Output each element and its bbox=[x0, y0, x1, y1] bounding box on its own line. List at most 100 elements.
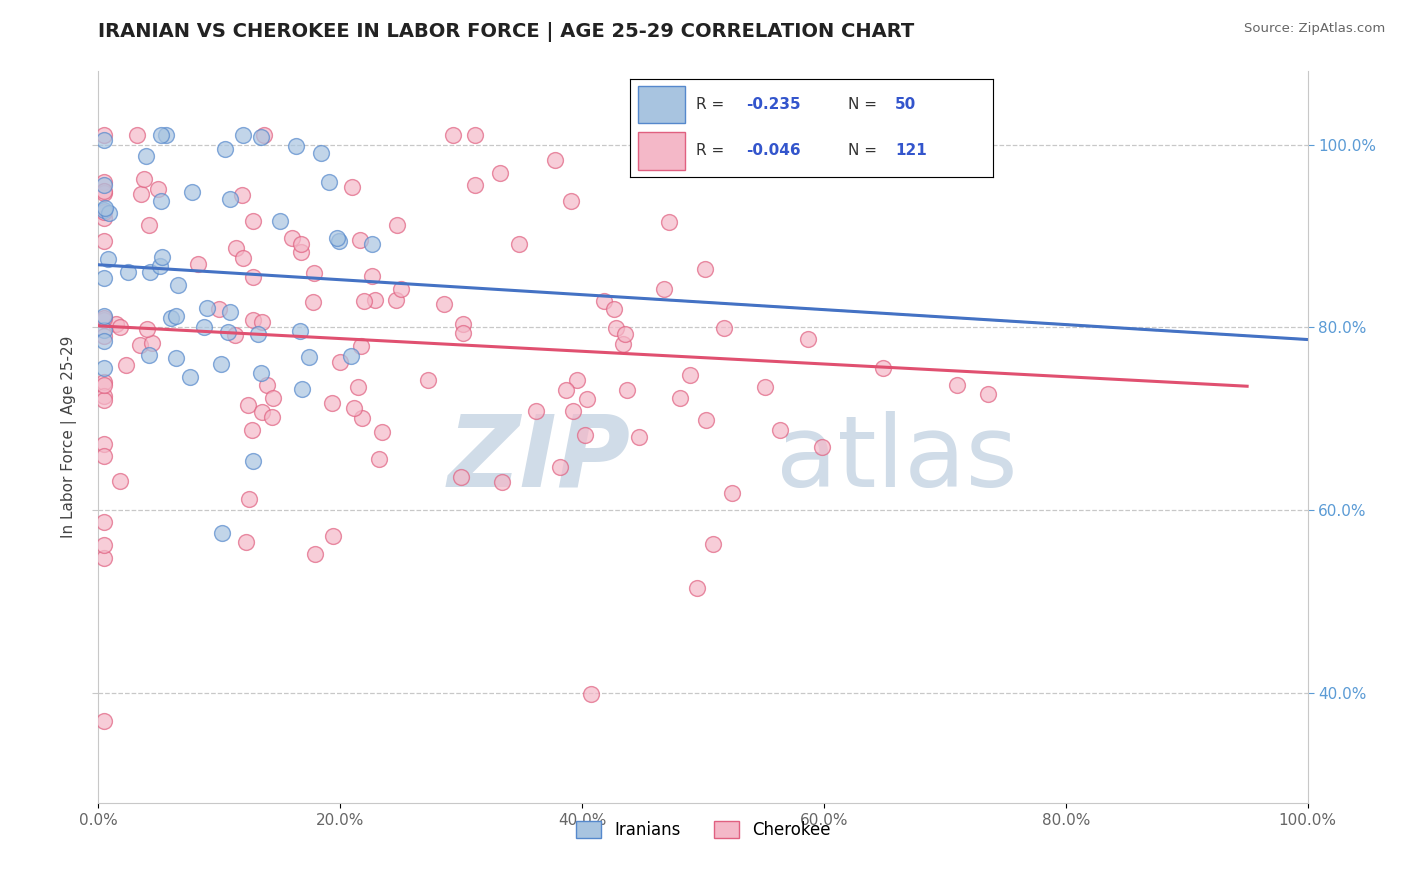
Point bbox=[165, 309, 187, 323]
Point bbox=[135, 148, 157, 162]
Point bbox=[280, 231, 302, 245]
Point bbox=[93, 310, 115, 325]
Point bbox=[135, 322, 157, 336]
Point bbox=[235, 535, 257, 549]
Point bbox=[108, 320, 131, 334]
Point bbox=[350, 339, 373, 353]
Point bbox=[129, 187, 152, 202]
Point bbox=[232, 128, 254, 143]
Point bbox=[159, 310, 181, 325]
Point bbox=[93, 184, 115, 198]
Point bbox=[565, 373, 588, 387]
Point bbox=[225, 241, 247, 255]
Point bbox=[138, 348, 160, 362]
Point bbox=[603, 302, 626, 317]
Point bbox=[616, 383, 638, 397]
Point bbox=[464, 128, 486, 143]
Point bbox=[242, 269, 264, 284]
Point bbox=[290, 237, 312, 252]
Point bbox=[146, 182, 169, 196]
Text: IRANIAN VS CHEROKEE IN LABOR FORCE | AGE 25-29 CORRELATION CHART: IRANIAN VS CHEROKEE IN LABOR FORCE | AGE… bbox=[98, 22, 915, 42]
Point bbox=[208, 302, 231, 317]
Point bbox=[718, 128, 741, 143]
Point bbox=[548, 460, 571, 475]
Point bbox=[250, 130, 273, 145]
Point bbox=[353, 293, 375, 308]
Point bbox=[242, 313, 264, 327]
Point bbox=[605, 320, 627, 334]
Point bbox=[349, 233, 371, 247]
Point bbox=[977, 387, 1000, 401]
Point bbox=[385, 219, 408, 233]
Point bbox=[628, 430, 651, 444]
Point bbox=[364, 293, 387, 307]
Point bbox=[367, 452, 389, 467]
Point bbox=[93, 323, 115, 337]
Point bbox=[209, 357, 232, 371]
Point bbox=[652, 282, 675, 296]
Point bbox=[491, 475, 513, 489]
Point bbox=[810, 440, 832, 454]
Point bbox=[260, 410, 283, 425]
Point bbox=[93, 378, 115, 392]
Point bbox=[285, 138, 308, 153]
Point bbox=[93, 234, 115, 248]
Point bbox=[127, 128, 149, 143]
Point bbox=[93, 175, 115, 189]
Point bbox=[93, 270, 115, 285]
Legend: Iranians, Cherokee: Iranians, Cherokee bbox=[569, 814, 837, 846]
Point bbox=[93, 128, 115, 143]
Point bbox=[508, 237, 530, 252]
Point bbox=[340, 180, 363, 194]
Point bbox=[686, 581, 709, 595]
Point bbox=[658, 215, 681, 229]
Point bbox=[93, 205, 115, 219]
Point bbox=[93, 449, 115, 463]
Point bbox=[179, 369, 201, 384]
Point bbox=[166, 278, 188, 293]
Point bbox=[219, 192, 242, 206]
Point bbox=[464, 178, 486, 192]
Point bbox=[256, 378, 278, 392]
Point bbox=[155, 128, 177, 143]
Point bbox=[290, 324, 312, 338]
Point bbox=[98, 206, 121, 220]
Point bbox=[250, 366, 273, 380]
Point bbox=[195, 301, 218, 315]
Text: Source: ZipAtlas.com: Source: ZipAtlas.com bbox=[1244, 22, 1385, 36]
Point bbox=[93, 329, 115, 343]
Point bbox=[93, 334, 115, 349]
Point bbox=[128, 337, 150, 351]
Point bbox=[246, 326, 269, 341]
Point bbox=[141, 335, 163, 350]
Point bbox=[252, 315, 274, 329]
Point bbox=[93, 133, 115, 147]
Point bbox=[93, 551, 115, 566]
Point bbox=[242, 454, 264, 468]
Point bbox=[554, 384, 576, 398]
Point bbox=[754, 380, 776, 394]
Point bbox=[489, 166, 512, 180]
Point bbox=[592, 294, 614, 309]
Point bbox=[93, 211, 115, 226]
Point bbox=[326, 230, 349, 244]
Point bbox=[117, 265, 139, 279]
Point bbox=[321, 396, 343, 410]
Point bbox=[329, 355, 352, 369]
Point bbox=[180, 185, 202, 199]
Point bbox=[301, 295, 323, 310]
Point bbox=[352, 410, 374, 425]
Point bbox=[347, 380, 370, 394]
Point bbox=[236, 398, 259, 412]
Point bbox=[668, 392, 690, 406]
Point bbox=[371, 425, 394, 440]
Point bbox=[318, 175, 340, 189]
Point bbox=[93, 203, 115, 218]
Point bbox=[149, 194, 172, 208]
Point bbox=[238, 492, 260, 507]
Point bbox=[214, 142, 236, 156]
Point bbox=[385, 293, 408, 307]
Point bbox=[187, 257, 209, 271]
Point bbox=[242, 423, 264, 437]
Point bbox=[242, 214, 264, 228]
